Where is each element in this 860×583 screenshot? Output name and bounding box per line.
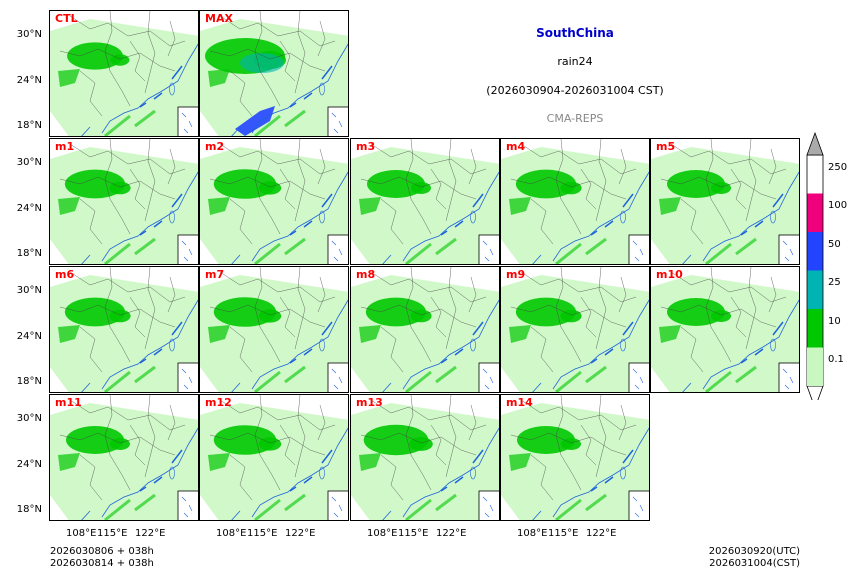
- panel-label: m14: [506, 396, 533, 409]
- region-title: SouthChina: [536, 26, 614, 40]
- variable-title: rain24: [557, 55, 593, 68]
- lon-tick: 115°E: [398, 528, 429, 539]
- panel-label: m6: [55, 268, 75, 281]
- rain-map: [200, 139, 348, 264]
- map-panel-m1: m1: [49, 138, 199, 265]
- lon-tick: 108°E: [367, 528, 398, 539]
- rain-map: [50, 11, 198, 136]
- lon-tick: 108°E: [216, 528, 247, 539]
- panel-label: m11: [55, 396, 82, 409]
- map-panel-m6: m6: [49, 266, 199, 393]
- map-panel-m3: m3: [350, 138, 500, 265]
- panel-label: m12: [205, 396, 232, 409]
- colorbar-level: 50: [828, 238, 841, 250]
- model-title: CMA-REPS: [546, 112, 604, 125]
- colorbar: [806, 131, 824, 400]
- rain-map: [351, 139, 499, 264]
- rain-map: [501, 395, 649, 520]
- map-panel-m4: m4: [500, 138, 650, 265]
- panel-label: m5: [656, 140, 676, 153]
- lat-tick: 18°N: [16, 120, 42, 131]
- lon-tick: 115°E: [97, 528, 128, 539]
- rain-map: [501, 267, 649, 392]
- rain-map: [351, 267, 499, 392]
- panel-label: m2: [205, 140, 225, 153]
- rain-map: [200, 11, 348, 136]
- colorbar-segment: [807, 270, 823, 309]
- lon-tick: 122°E: [135, 528, 166, 539]
- lon-tick: 108°E: [66, 528, 97, 539]
- lon-tick: 122°E: [436, 528, 467, 539]
- panel-label: m4: [506, 140, 526, 153]
- colorbar-extend-high: [806, 131, 824, 156]
- colorbar-level: 25: [828, 277, 841, 288]
- map-panel-m12: m12: [199, 394, 349, 521]
- valid-time: 2026030920(UTC) 2026031004(CST): [690, 546, 800, 570]
- lon-tick: 115°E: [548, 528, 579, 539]
- lon-tick: 122°E: [285, 528, 316, 539]
- lat-tick: 24°N: [16, 203, 42, 214]
- map-panel-max: MAX: [199, 10, 349, 137]
- colorbar-segment: [807, 309, 823, 348]
- map-panel-ctl: CTL: [49, 10, 199, 137]
- map-panel-m8: m8: [350, 266, 500, 393]
- panel-label: m7: [205, 268, 225, 281]
- map-panel-m5: m5: [650, 138, 800, 265]
- map-panel-m2: m2: [199, 138, 349, 265]
- lat-tick: 18°N: [16, 248, 42, 259]
- panel-label: m9: [506, 268, 526, 281]
- init-line-2: 2026030814 + 038h: [50, 558, 154, 569]
- panel-label: MAX: [205, 12, 233, 25]
- rain-map: [50, 395, 198, 520]
- colorbar-level: 100: [828, 200, 848, 211]
- lat-tick: 18°N: [16, 504, 42, 515]
- panel-label: CTL: [55, 12, 78, 25]
- panel-label: m1: [55, 140, 75, 153]
- rain-map: [50, 267, 198, 392]
- panel-label: m13: [356, 396, 383, 409]
- lat-tick: 24°N: [16, 459, 42, 470]
- rain-map: [651, 267, 799, 392]
- map-panel-m14: m14: [500, 394, 650, 521]
- colorbar-level: 250: [828, 161, 848, 173]
- map-panel-m7: m7: [199, 266, 349, 393]
- lat-tick: 30°N: [16, 157, 42, 168]
- lon-tick: 122°E: [586, 528, 617, 539]
- lat-tick: 18°N: [16, 376, 42, 387]
- panel-label: m10: [656, 268, 683, 281]
- rain-map: [50, 139, 198, 264]
- colorbar-level: 0.1: [828, 354, 844, 365]
- rain-map: [651, 139, 799, 264]
- rain-map: [351, 395, 499, 520]
- lat-tick: 24°N: [16, 75, 42, 86]
- lat-tick: 30°N: [16, 29, 42, 40]
- panel-label: m8: [356, 268, 376, 281]
- colorbar-level: 10: [828, 315, 841, 327]
- map-panel-m13: m13: [350, 394, 500, 521]
- rain-map: [200, 267, 348, 392]
- colorbar-extend-low: [806, 385, 824, 400]
- rain-map: [501, 139, 649, 264]
- lat-tick: 30°N: [16, 413, 42, 424]
- init-time: 2026030806 + 038h 2026030814 + 038h: [50, 546, 154, 570]
- map-panel-m10: m10: [650, 266, 800, 393]
- lat-tick: 24°N: [16, 331, 42, 342]
- map-panel-m11: m11: [49, 394, 199, 521]
- init-line-1: 2026030806 + 038h: [50, 546, 154, 557]
- colorbar-segment: [807, 232, 823, 271]
- valid-cst: 2026031004(CST): [709, 558, 800, 569]
- valid-utc: 2026030920(UTC): [708, 546, 800, 557]
- lat-tick: 30°N: [16, 285, 42, 296]
- panel-label: m3: [356, 140, 376, 153]
- rain-map: [200, 395, 348, 520]
- map-panel-m9: m9: [500, 266, 650, 393]
- colorbar-segment: [807, 193, 823, 232]
- period-title: (2026030904-2026031004 CST): [486, 84, 664, 97]
- lon-tick: 115°E: [247, 528, 278, 539]
- lon-tick: 108°E: [517, 528, 548, 539]
